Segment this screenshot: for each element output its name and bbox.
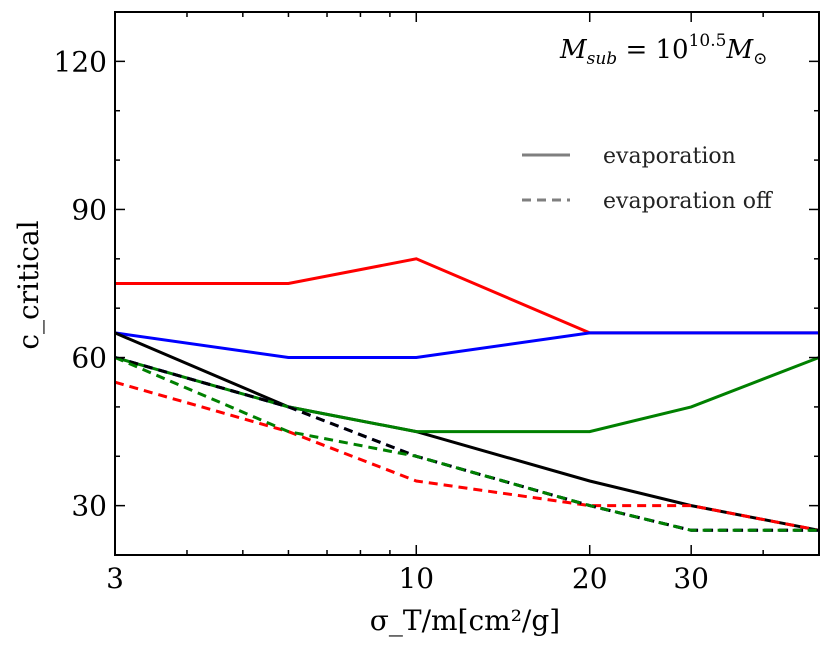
ticks-layer: 3 10 20 30 30 60 90 120 bbox=[54, 11, 820, 595]
legend-label-evaporation-off: evaporation off bbox=[603, 189, 773, 214]
annot-exponent: 10.5 bbox=[689, 31, 727, 51]
x-axis-label: σ_T/m[cm²/g] bbox=[370, 604, 560, 637]
series-blue-evaporation-off bbox=[114, 356, 819, 532]
legend: evaporation evaporation off bbox=[522, 144, 773, 214]
series-blue-evaporation bbox=[114, 331, 819, 359]
series-red-evaporation bbox=[115, 257, 819, 335]
x-tick-label: 10 bbox=[398, 562, 434, 595]
series-layer bbox=[114, 257, 820, 532]
ylabel-text: c_critical bbox=[12, 220, 45, 349]
y-tick-label: 30 bbox=[71, 490, 107, 523]
y-tick-label: 120 bbox=[54, 45, 107, 78]
x-tick-label: 3 bbox=[106, 562, 124, 595]
y-tick-label: 60 bbox=[71, 342, 107, 375]
y-tick-label: 90 bbox=[71, 193, 107, 226]
series-black-evaporation-off bbox=[114, 356, 819, 532]
x-tick-label: 30 bbox=[673, 562, 709, 595]
series-green-evaporation-off bbox=[114, 356, 819, 532]
plot-frame bbox=[114, 11, 820, 556]
annot-unit: M bbox=[725, 35, 754, 65]
annot-base-sub: sub bbox=[587, 49, 618, 69]
series-red-evaporation-off bbox=[114, 380, 820, 532]
annot-equals: = 10 bbox=[617, 35, 688, 65]
xlabel-text: σ_T/m[cm²/g] bbox=[370, 604, 560, 637]
y-axis-label: c_critical bbox=[12, 220, 45, 349]
series-green-evaporation bbox=[114, 356, 820, 434]
annot-unit-sub: ⊙ bbox=[753, 49, 767, 69]
mass-annotation: Msub = 1010.5M⊙ bbox=[559, 31, 767, 69]
legend-label-evaporation: evaporation bbox=[603, 144, 736, 169]
annot-base: M bbox=[559, 35, 588, 65]
x-tick-label: 20 bbox=[572, 562, 608, 595]
